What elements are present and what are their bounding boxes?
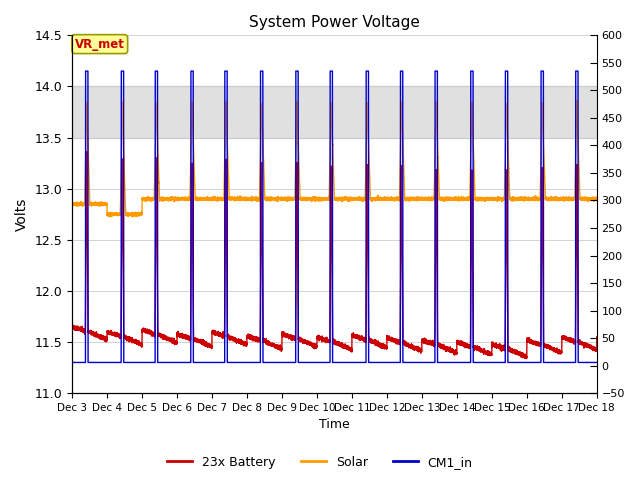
X-axis label: Time: Time	[319, 419, 350, 432]
Title: System Power Voltage: System Power Voltage	[249, 15, 420, 30]
Y-axis label: Volts: Volts	[15, 198, 29, 231]
Text: VR_met: VR_met	[75, 37, 125, 50]
Bar	[72, 86, 596, 138]
Legend: 23x Battery, Solar, CM1_in: 23x Battery, Solar, CM1_in	[163, 451, 477, 474]
